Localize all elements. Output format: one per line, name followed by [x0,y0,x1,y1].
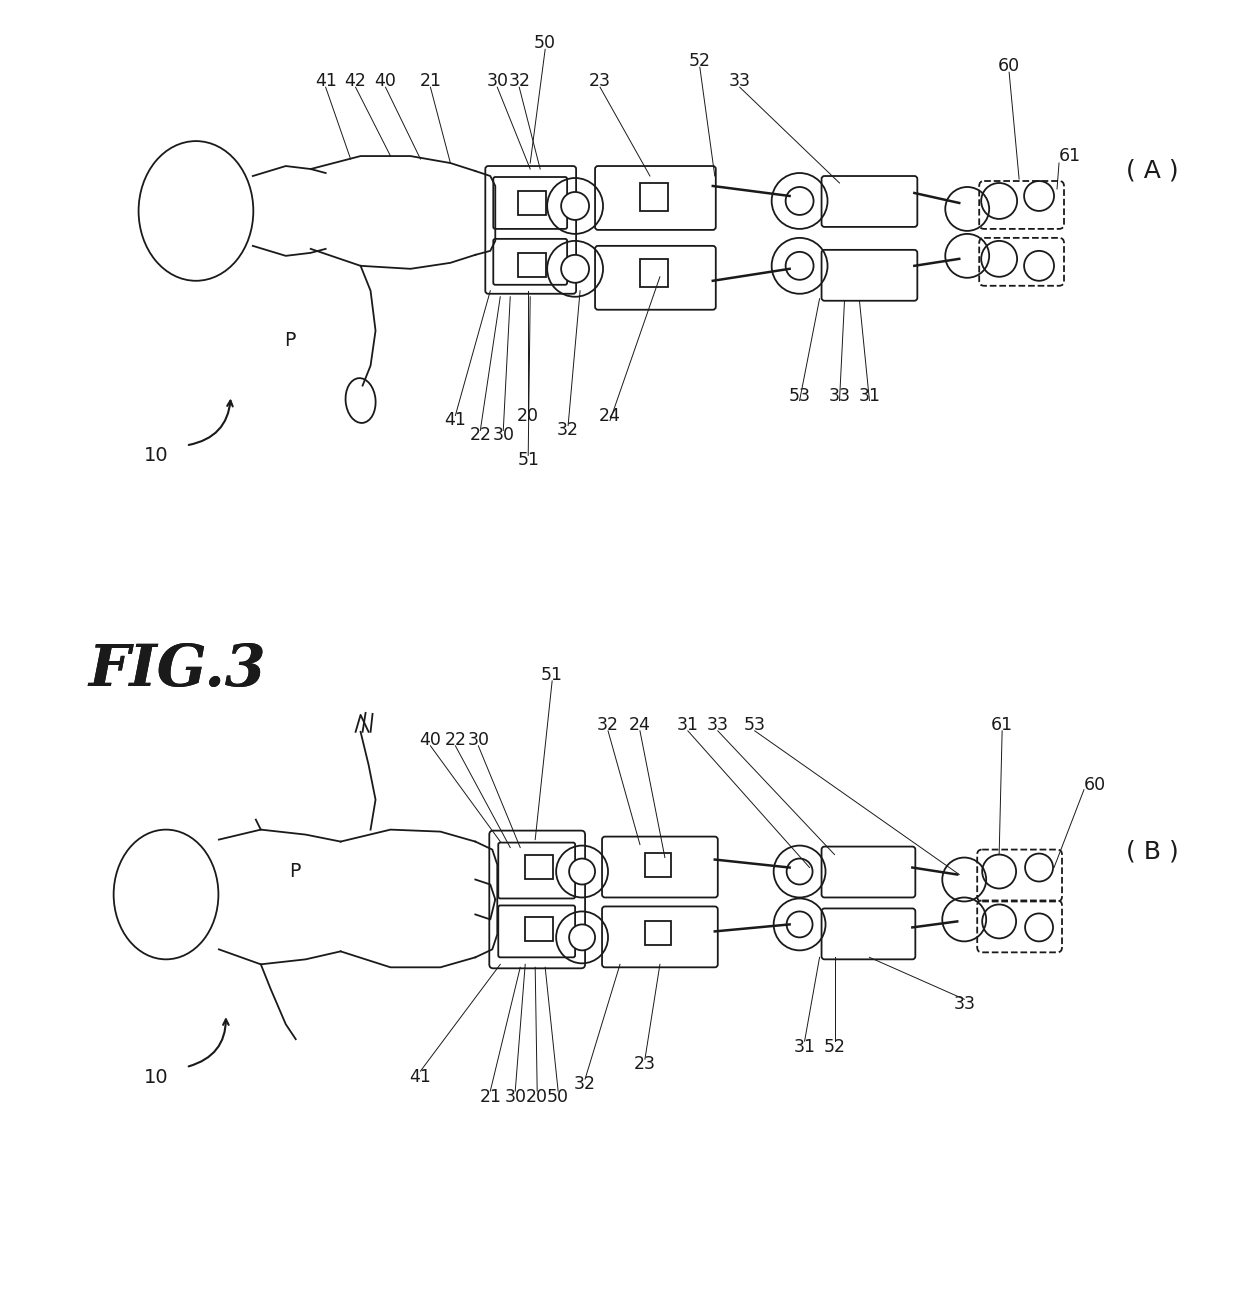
Text: 31: 31 [677,716,699,734]
Text: 53: 53 [789,386,811,405]
Text: 51: 51 [541,666,563,684]
Text: 30: 30 [492,427,515,445]
Text: P: P [284,332,295,350]
Text: 31: 31 [794,1038,816,1056]
Text: 33: 33 [729,73,750,90]
Text: 20: 20 [526,1088,548,1106]
Text: 60: 60 [1084,775,1106,794]
Circle shape [569,859,595,885]
Text: 23: 23 [589,73,611,90]
Text: 53: 53 [744,716,765,734]
Bar [640,259,668,286]
Circle shape [562,255,589,282]
Text: 33: 33 [707,716,729,734]
Bar [645,921,671,946]
Text: 30: 30 [467,731,490,749]
Bar [526,917,553,942]
Bar [526,855,553,878]
Circle shape [786,859,812,885]
Text: 52: 52 [823,1038,846,1056]
Text: FIG.3: FIG.3 [88,641,265,699]
Text: 30: 30 [505,1088,526,1106]
Bar [518,252,546,277]
Text: 50: 50 [547,1088,569,1106]
Circle shape [569,925,595,950]
Text: 40: 40 [374,73,397,90]
Text: 40: 40 [419,731,441,749]
Text: 21: 21 [480,1088,501,1106]
Text: 32: 32 [557,422,579,440]
Text: 61: 61 [1059,147,1081,165]
Text: 41: 41 [409,1068,432,1086]
Text: 32: 32 [508,73,531,90]
Bar [645,852,671,877]
Text: 22: 22 [469,427,491,445]
Text: 22: 22 [444,731,466,749]
Text: 60: 60 [998,57,1021,75]
Text: 33: 33 [828,386,851,405]
Circle shape [786,187,813,215]
Text: 41: 41 [315,73,336,90]
Text: P: P [289,863,301,881]
Text: 24: 24 [629,716,651,734]
Text: 41: 41 [444,411,466,429]
Text: 23: 23 [634,1055,656,1073]
Circle shape [562,193,589,220]
Text: ( A ): ( A ) [1126,159,1178,182]
Bar [640,183,668,211]
Text: 33: 33 [954,995,975,1013]
Text: 30: 30 [486,73,508,90]
Text: 10: 10 [144,446,169,464]
Text: 21: 21 [419,73,441,90]
Text: 50: 50 [534,34,557,52]
Text: ( B ): ( B ) [1126,839,1178,864]
Text: 32: 32 [596,716,619,734]
Text: 10: 10 [144,1068,169,1086]
Text: 31: 31 [858,386,880,405]
Text: FIG.3: FIG.3 [88,641,265,699]
Circle shape [786,912,812,938]
Text: 24: 24 [599,406,621,424]
Text: 32: 32 [574,1075,596,1093]
Bar [518,191,546,215]
Text: 42: 42 [345,73,367,90]
Text: 51: 51 [517,451,539,470]
Text: 20: 20 [517,406,539,424]
Text: 61: 61 [991,716,1013,734]
Circle shape [786,252,813,280]
Text: 52: 52 [689,52,711,70]
